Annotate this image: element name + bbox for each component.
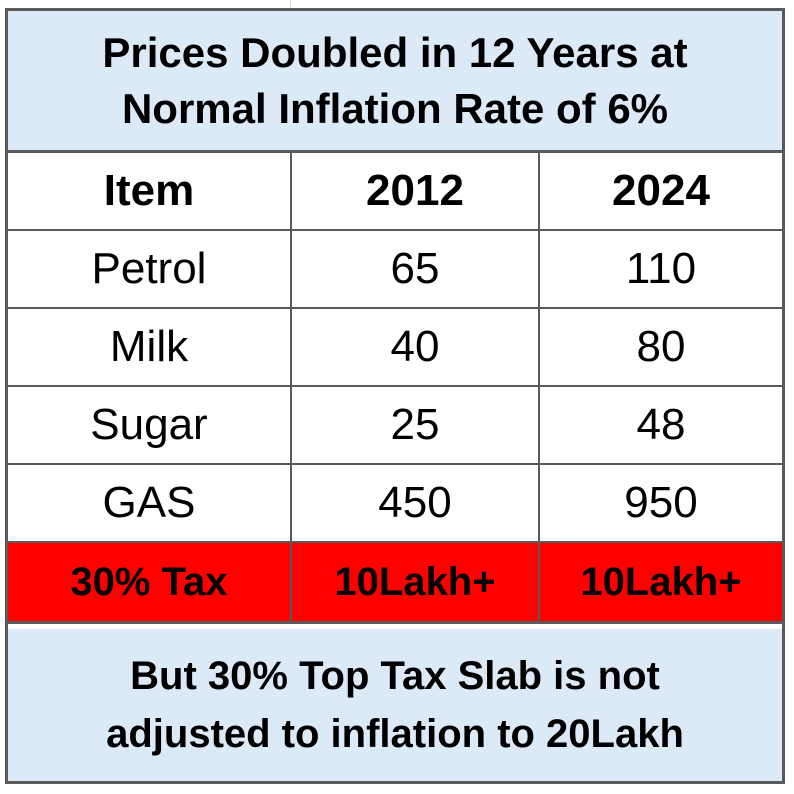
price-2012-cell: 65 <box>290 229 540 309</box>
table-row: Petrol 65 110 <box>8 229 782 309</box>
tax-threshold-2024-cell: 10Lakh+ <box>538 541 782 624</box>
price-2024-cell: 950 <box>538 463 782 543</box>
header-year-2024: 2024 <box>538 153 782 231</box>
header-row: Item 2012 2024 <box>8 153 782 231</box>
header-item: Item <box>8 153 292 231</box>
item-cell: GAS <box>8 463 292 543</box>
footer-line-1: But 30% Top Tax Slab is not <box>130 654 660 698</box>
table-row: GAS 450 950 <box>8 463 782 543</box>
title-line-1: Prices Doubled in 12 Years at <box>102 28 688 76</box>
price-2012-cell: 25 <box>290 385 540 465</box>
tax-threshold-2012-cell: 10Lakh+ <box>290 541 540 624</box>
item-cell: Milk <box>8 307 292 387</box>
price-2024-cell: 110 <box>538 229 782 309</box>
infographic-table: Prices Doubled in 12 Years at Normal Inf… <box>5 8 785 784</box>
title-band: Prices Doubled in 12 Years at Normal Inf… <box>8 11 782 153</box>
footer-band: But 30% Top Tax Slab is not adjusted to … <box>8 629 782 781</box>
price-2024-cell: 48 <box>538 385 782 465</box>
item-cell: Petrol <box>8 229 292 309</box>
table-row: Milk 40 80 <box>8 307 782 387</box>
footer-line-2: adjusted to inflation to 20Lakh <box>106 712 684 756</box>
tax-row: 30% Tax 10Lakh+ 10Lakh+ <box>8 541 782 624</box>
price-2012-cell: 40 <box>290 307 540 387</box>
price-table: Item 2012 2024 Petrol 65 110 Milk 40 80 … <box>8 153 782 624</box>
header-year-2012: 2012 <box>290 153 540 231</box>
item-cell: Sugar <box>8 385 292 465</box>
title-line-2: Normal Inflation Rate of 6% <box>121 84 669 132</box>
tax-label-cell: 30% Tax <box>8 541 292 624</box>
price-2024-cell: 80 <box>538 307 782 387</box>
table-row: Sugar 25 48 <box>8 385 782 465</box>
price-2012-cell: 450 <box>290 463 540 543</box>
